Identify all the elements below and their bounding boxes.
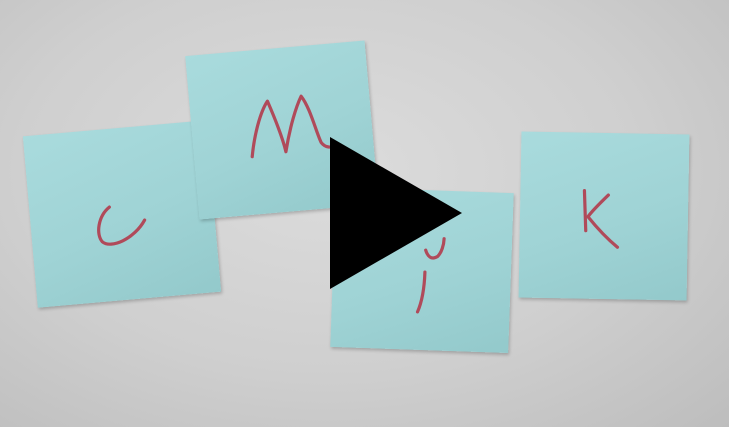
handwritten-letter-y: [415, 237, 446, 314]
handwritten-letter-c: [97, 205, 147, 246]
handwritten-letter-k: [582, 189, 620, 249]
sticky-note-m: [185, 40, 379, 220]
play-icon[interactable]: [330, 137, 462, 289]
handwritten-letter-m: [250, 94, 338, 159]
sticky-note-c: [22, 120, 222, 308]
sticky-note-y: [330, 186, 514, 354]
play-button[interactable]: [330, 137, 462, 289]
sticky-note-k: [518, 131, 690, 301]
